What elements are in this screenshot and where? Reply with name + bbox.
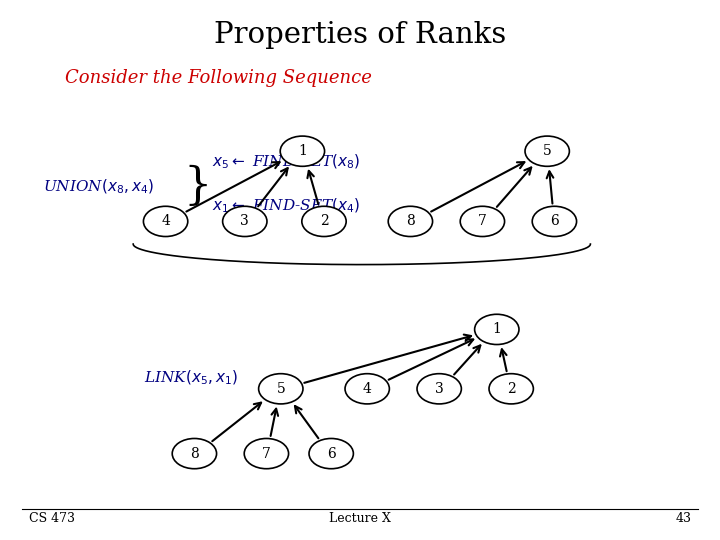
Text: 4: 4 [161, 214, 170, 228]
Text: 7: 7 [478, 214, 487, 228]
Text: 3: 3 [435, 382, 444, 396]
Text: 3: 3 [240, 214, 249, 228]
Text: Consider the Following Sequence: Consider the Following Sequence [65, 69, 372, 87]
Text: 5: 5 [276, 382, 285, 396]
Ellipse shape [143, 206, 188, 237]
Ellipse shape [309, 438, 354, 469]
Ellipse shape [345, 374, 390, 404]
Text: Properties of Ranks: Properties of Ranks [214, 21, 506, 49]
Ellipse shape [258, 374, 303, 404]
Text: 43: 43 [675, 512, 691, 525]
Text: 8: 8 [190, 447, 199, 461]
Ellipse shape [172, 438, 217, 469]
Text: 6: 6 [550, 214, 559, 228]
Text: 4: 4 [363, 382, 372, 396]
Ellipse shape [525, 136, 570, 166]
Text: UNION$(x_8, x_4)$: UNION$(x_8, x_4)$ [43, 177, 154, 195]
Ellipse shape [532, 206, 577, 237]
Text: 8: 8 [406, 214, 415, 228]
Ellipse shape [388, 206, 433, 237]
Text: 6: 6 [327, 447, 336, 461]
Ellipse shape [302, 206, 346, 237]
Ellipse shape [474, 314, 519, 345]
Text: $x_5 \leftarrow$ FIND-SET$(x_8)$: $x_5 \leftarrow$ FIND-SET$(x_8)$ [212, 153, 361, 171]
Text: 5: 5 [543, 144, 552, 158]
Text: 1: 1 [298, 144, 307, 158]
Text: $x_1 \leftarrow$ FIND-SET$(x_4)$: $x_1 \leftarrow$ FIND-SET$(x_4)$ [212, 197, 361, 215]
Ellipse shape [489, 374, 534, 404]
Text: LINK$(x_5, x_1)$: LINK$(x_5, x_1)$ [144, 369, 238, 387]
Ellipse shape [222, 206, 267, 237]
Ellipse shape [280, 136, 325, 166]
Ellipse shape [417, 374, 462, 404]
Text: Lecture X: Lecture X [329, 512, 391, 525]
Ellipse shape [244, 438, 289, 469]
Text: CS 473: CS 473 [29, 512, 75, 525]
Text: 7: 7 [262, 447, 271, 461]
Text: 1: 1 [492, 322, 501, 336]
Ellipse shape [460, 206, 505, 237]
Text: 2: 2 [507, 382, 516, 396]
Text: 2: 2 [320, 214, 328, 228]
Text: }: } [184, 165, 212, 208]
